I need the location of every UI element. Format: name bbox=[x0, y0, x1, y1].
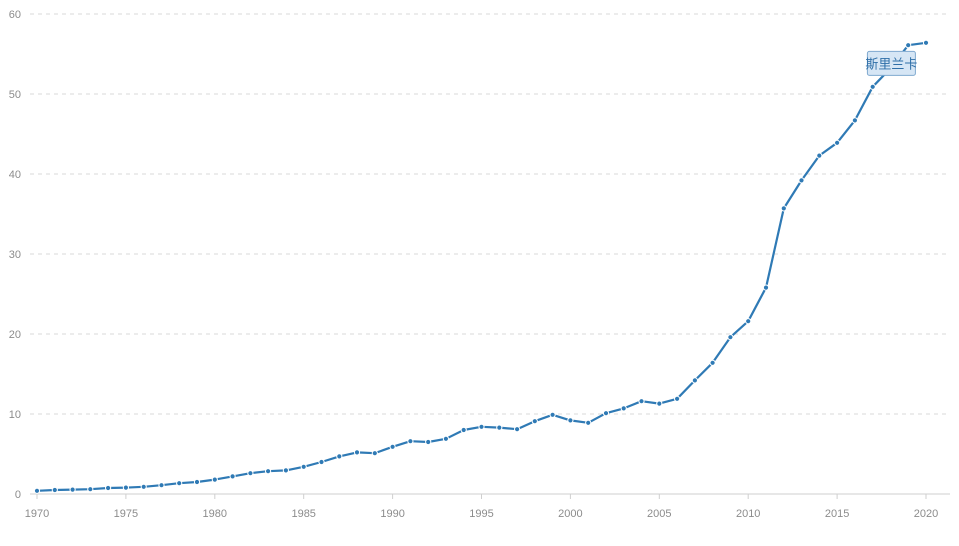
x-tick-label: 1995 bbox=[469, 508, 493, 520]
data-point[interactable] bbox=[371, 450, 378, 457]
data-point[interactable] bbox=[745, 318, 752, 325]
y-tick-label: 0 bbox=[15, 489, 21, 501]
data-point[interactable] bbox=[549, 411, 556, 418]
data-point[interactable] bbox=[709, 359, 716, 366]
data-point[interactable] bbox=[300, 463, 307, 470]
data-point[interactable] bbox=[425, 438, 432, 446]
data-point[interactable] bbox=[727, 334, 734, 341]
data-point[interactable] bbox=[318, 458, 325, 466]
x-tick-label: 2000 bbox=[558, 508, 582, 520]
data-point[interactable] bbox=[674, 395, 681, 402]
x-tick-label: 1975 bbox=[114, 508, 138, 520]
data-point[interactable] bbox=[780, 205, 787, 212]
data-point[interactable] bbox=[389, 443, 396, 450]
y-axis-tick-labels: 0 10 20 30 40 50 60 bbox=[9, 9, 21, 501]
data-point[interactable] bbox=[229, 473, 236, 480]
data-point[interactable] bbox=[176, 480, 183, 487]
data-point[interactable] bbox=[638, 398, 645, 405]
data-point[interactable] bbox=[798, 177, 805, 184]
data-series bbox=[33, 39, 930, 494]
series-label: 斯里兰卡 bbox=[865, 50, 917, 76]
data-point[interactable] bbox=[193, 478, 201, 486]
x-axis bbox=[30, 493, 950, 499]
data-point[interactable] bbox=[602, 410, 610, 417]
data-point[interactable] bbox=[158, 482, 165, 489]
data-point[interactable] bbox=[69, 486, 76, 493]
y-tick-label: 10 bbox=[9, 409, 21, 421]
data-point[interactable] bbox=[531, 418, 538, 425]
grid-lines bbox=[30, 13, 950, 415]
data-point[interactable] bbox=[336, 453, 343, 460]
y-tick-label: 60 bbox=[9, 9, 21, 21]
data-point[interactable] bbox=[442, 435, 449, 442]
y-tick-label: 40 bbox=[9, 169, 21, 181]
data-point[interactable] bbox=[478, 423, 485, 430]
data-point[interactable] bbox=[567, 417, 574, 424]
data-point[interactable] bbox=[905, 42, 912, 49]
data-point[interactable] bbox=[247, 470, 254, 477]
data-point[interactable] bbox=[353, 449, 361, 456]
series-label-text: 斯里兰卡 bbox=[865, 57, 917, 72]
data-point[interactable] bbox=[816, 152, 823, 159]
x-tick-label: 1990 bbox=[380, 508, 404, 520]
x-tick-label: 1985 bbox=[291, 508, 315, 520]
data-point[interactable] bbox=[514, 426, 521, 433]
data-point[interactable] bbox=[122, 484, 130, 491]
x-tick-label: 1970 bbox=[25, 508, 49, 520]
data-point[interactable] bbox=[496, 424, 503, 431]
x-tick-label: 1980 bbox=[203, 508, 227, 520]
data-point[interactable] bbox=[922, 39, 930, 46]
x-axis-tick-labels: 1970 1975 1980 1985 1990 1995 2000 2005 2010 2015… bbox=[25, 508, 938, 520]
data-point[interactable] bbox=[51, 486, 58, 494]
data-point[interactable] bbox=[265, 468, 272, 475]
y-tick-label: 30 bbox=[9, 249, 21, 261]
data-point[interactable] bbox=[834, 139, 841, 146]
data-point[interactable] bbox=[140, 483, 147, 490]
data-point[interactable] bbox=[282, 467, 289, 474]
data-point[interactable] bbox=[87, 486, 94, 493]
data-point[interactable] bbox=[105, 484, 112, 492]
data-point[interactable] bbox=[762, 284, 770, 291]
series-label-box bbox=[866, 50, 916, 76]
data-point[interactable] bbox=[851, 117, 859, 124]
data-point[interactable] bbox=[656, 400, 663, 407]
data-point[interactable] bbox=[407, 438, 414, 445]
data-point[interactable] bbox=[691, 377, 699, 384]
y-tick-label: 50 bbox=[9, 89, 21, 101]
x-tick-label: 2020 bbox=[914, 508, 938, 520]
data-point[interactable] bbox=[585, 419, 592, 426]
data-point[interactable] bbox=[869, 83, 876, 90]
data-point[interactable] bbox=[211, 476, 218, 483]
x-tick-label: 2010 bbox=[736, 508, 760, 520]
data-point[interactable] bbox=[33, 487, 41, 494]
x-tick-label: 2005 bbox=[647, 508, 671, 520]
x-tick-label: 2015 bbox=[825, 508, 849, 520]
data-point[interactable] bbox=[620, 405, 627, 412]
series-line bbox=[35, 41, 928, 492]
y-tick-label: 20 bbox=[9, 329, 21, 341]
data-point[interactable] bbox=[460, 426, 467, 434]
